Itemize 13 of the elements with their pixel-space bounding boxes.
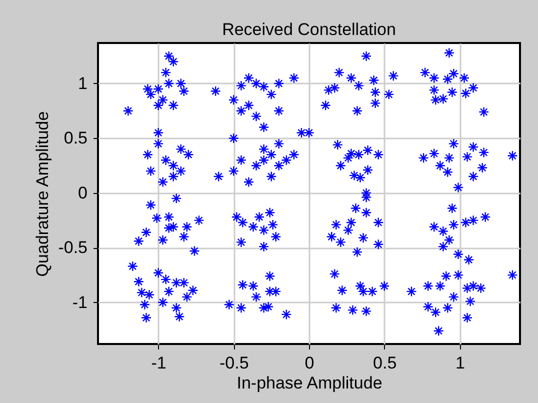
x-tick-label: 1 — [455, 354, 465, 372]
x-tick-label: 0.5 — [373, 354, 397, 372]
chart-title: Received Constellation — [222, 20, 396, 39]
y-tick-label: -1 — [72, 292, 88, 312]
y-tick-label: 0 — [78, 183, 88, 202]
x-tick-label: -0.5 — [219, 354, 249, 372]
y-axis-title: Quadrature Amplitude — [33, 111, 52, 277]
y-tick-label: 1 — [78, 74, 88, 93]
y-tick-label: -0.5 — [58, 238, 88, 258]
y-tick-label: 0.5 — [64, 128, 88, 148]
x-axis-title: In-phase Amplitude — [236, 374, 382, 392]
x-tick-label: -1 — [151, 354, 166, 372]
x-tick-label: 0 — [304, 354, 314, 372]
